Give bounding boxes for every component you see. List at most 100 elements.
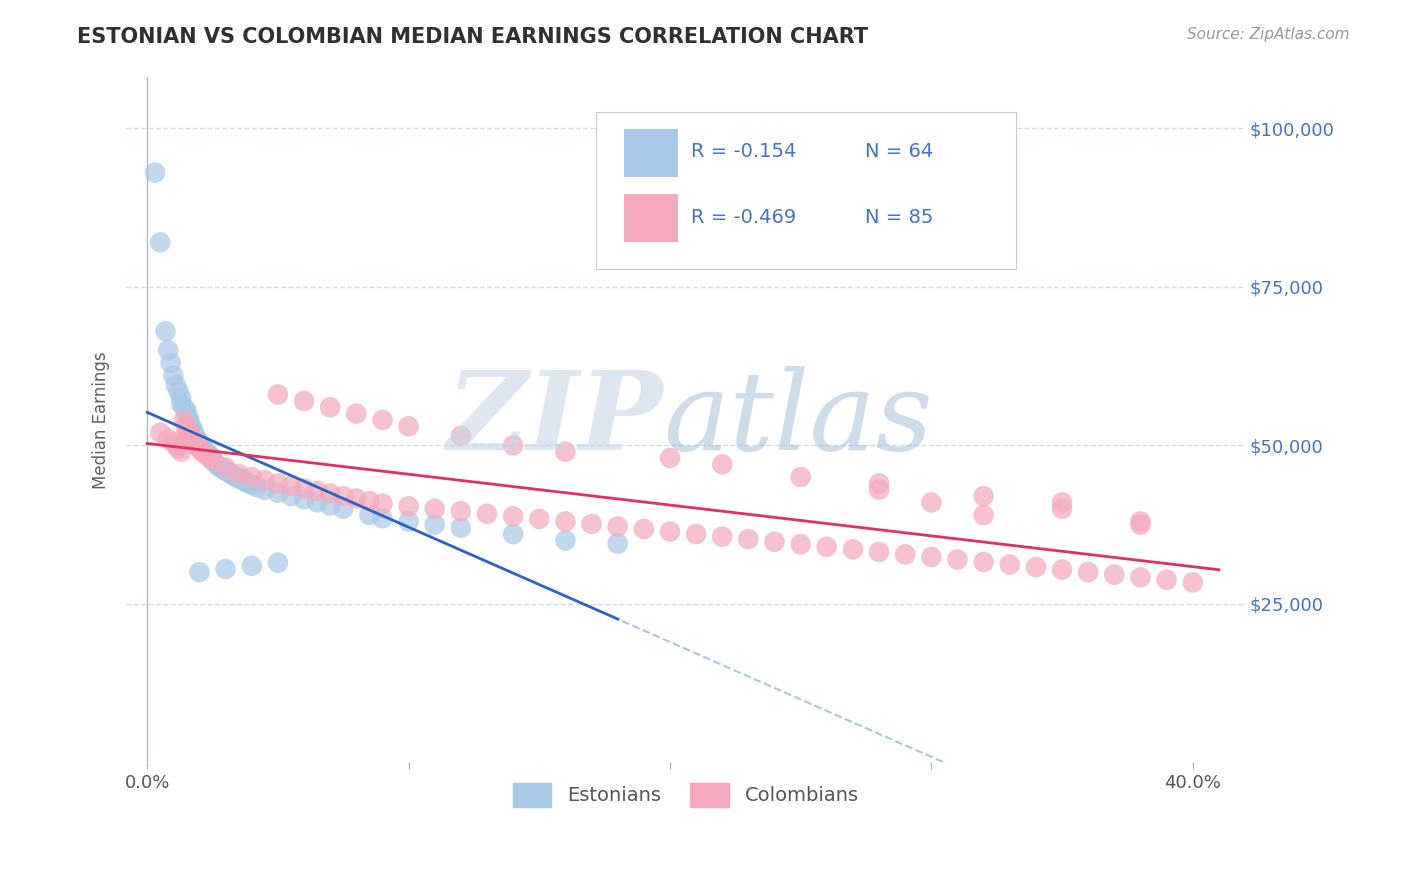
Point	[1050, 501, 1073, 516]
Point	[176, 403, 198, 417]
Point	[868, 545, 890, 559]
Point	[344, 491, 367, 506]
Point	[188, 435, 211, 450]
Point	[238, 476, 260, 491]
Point	[180, 419, 202, 434]
Point	[198, 449, 221, 463]
Point	[253, 473, 276, 487]
Point	[201, 453, 224, 467]
Text: atlas: atlas	[664, 367, 934, 474]
Point	[267, 387, 290, 401]
Point	[240, 470, 263, 484]
Point	[183, 429, 205, 443]
Point	[633, 522, 655, 536]
Point	[231, 473, 253, 487]
Point	[191, 441, 214, 455]
Point	[920, 549, 942, 564]
Point	[177, 416, 200, 430]
Point	[183, 432, 205, 446]
Point	[711, 530, 734, 544]
Point	[868, 483, 890, 497]
Point	[554, 515, 576, 529]
Point	[292, 393, 315, 408]
Point	[529, 512, 551, 526]
Point	[1129, 570, 1152, 584]
Point	[1181, 575, 1204, 590]
Point	[235, 475, 257, 489]
Point	[659, 450, 682, 465]
Point	[475, 507, 498, 521]
Point	[240, 558, 263, 573]
Point	[195, 446, 218, 460]
Point	[307, 495, 329, 509]
Point	[143, 165, 166, 179]
Point	[1129, 515, 1152, 529]
FancyBboxPatch shape	[624, 194, 678, 242]
Point	[204, 456, 226, 470]
Point	[155, 324, 177, 338]
Point	[842, 542, 865, 557]
Point	[319, 499, 342, 513]
Point	[344, 407, 367, 421]
Point	[737, 532, 759, 546]
Point	[225, 470, 247, 484]
Point	[554, 444, 576, 458]
Legend: Estonians, Colombians: Estonians, Colombians	[505, 775, 866, 814]
Point	[946, 552, 969, 566]
Point	[159, 356, 181, 370]
Point	[167, 384, 190, 399]
Point	[165, 378, 187, 392]
Point	[157, 343, 180, 358]
Point	[149, 425, 172, 440]
Point	[292, 482, 315, 496]
Point	[219, 467, 242, 481]
Point	[359, 508, 381, 522]
Text: R = -0.469: R = -0.469	[692, 209, 797, 227]
Point	[228, 467, 250, 481]
Point	[176, 419, 198, 434]
Point	[194, 443, 217, 458]
Point	[214, 464, 236, 478]
Point	[1104, 567, 1126, 582]
Point	[212, 462, 235, 476]
Point	[581, 516, 603, 531]
Point	[815, 540, 838, 554]
Point	[711, 458, 734, 472]
Point	[188, 565, 211, 579]
Point	[183, 425, 205, 440]
Point	[1156, 573, 1178, 587]
Point	[191, 444, 214, 458]
Point	[789, 470, 811, 484]
Point	[246, 480, 269, 494]
FancyBboxPatch shape	[624, 128, 678, 177]
Point	[232, 474, 254, 488]
Point	[267, 556, 290, 570]
Point	[167, 442, 190, 456]
Point	[371, 413, 394, 427]
Point	[240, 477, 263, 491]
Point	[998, 558, 1021, 572]
Point	[253, 483, 276, 497]
Point	[214, 460, 236, 475]
Point	[209, 460, 232, 475]
Point	[188, 442, 211, 456]
Point	[195, 449, 218, 463]
Point	[149, 235, 172, 250]
Point	[606, 536, 628, 550]
Point	[173, 413, 195, 427]
Point	[170, 397, 193, 411]
Point	[763, 534, 786, 549]
Point	[606, 519, 628, 533]
Point	[201, 452, 224, 467]
Point	[450, 521, 472, 535]
Point	[186, 434, 208, 448]
Point	[398, 515, 420, 529]
Point	[502, 509, 524, 524]
Point	[371, 497, 394, 511]
Point	[177, 411, 200, 425]
Point	[170, 444, 193, 458]
Point	[180, 429, 202, 443]
Point	[162, 368, 184, 383]
Point	[194, 446, 217, 460]
Point	[1050, 495, 1073, 509]
